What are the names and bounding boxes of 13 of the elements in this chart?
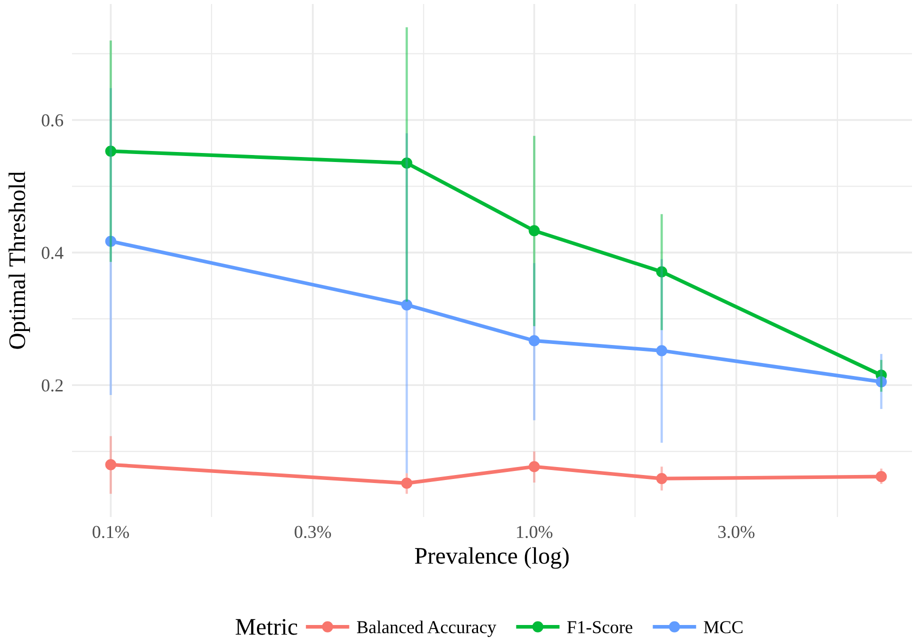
x-tick-label: 3.0% [718,526,754,538]
y-tick-label: 0.2 [42,379,63,392]
x-tick-label: 0.3% [294,526,331,538]
x-tick-label: 1.0% [517,526,552,538]
legend-title: Metric [236,619,298,635]
y-tick-label: 0.4 [42,246,64,260]
legend-label: F1-Score [567,621,632,634]
y-axis-title: Optimal Threshold [8,171,30,349]
legend-label: Balanced Accuracy [356,620,496,637]
x-tick-label: 0.1% [92,526,129,538]
x-axis-title: Prevalence (log) [414,547,569,569]
legend-label: MCC [704,621,742,634]
y-tick-label: 0.6 [42,114,64,127]
